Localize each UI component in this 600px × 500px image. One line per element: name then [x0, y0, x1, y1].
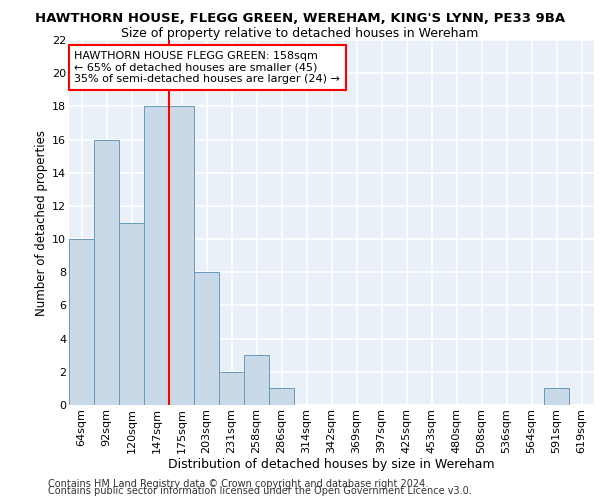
Text: Contains HM Land Registry data © Crown copyright and database right 2024.: Contains HM Land Registry data © Crown c… [48, 479, 428, 489]
Text: HAWTHORN HOUSE, FLEGG GREEN, WEREHAM, KING'S LYNN, PE33 9BA: HAWTHORN HOUSE, FLEGG GREEN, WEREHAM, KI… [35, 12, 565, 26]
X-axis label: Distribution of detached houses by size in Wereham: Distribution of detached houses by size … [168, 458, 495, 471]
Text: Contains public sector information licensed under the Open Government Licence v3: Contains public sector information licen… [48, 486, 472, 496]
Bar [244, 355, 269, 405]
Bar [94, 140, 119, 405]
Bar [69, 239, 94, 405]
Bar [119, 222, 144, 405]
Y-axis label: Number of detached properties: Number of detached properties [35, 130, 48, 316]
Bar [219, 372, 244, 405]
Bar [169, 106, 194, 405]
Bar [269, 388, 294, 405]
Bar [194, 272, 219, 405]
Bar [544, 388, 569, 405]
Bar [144, 106, 169, 405]
Text: HAWTHORN HOUSE FLEGG GREEN: 158sqm
← 65% of detached houses are smaller (45)
35%: HAWTHORN HOUSE FLEGG GREEN: 158sqm ← 65%… [74, 51, 340, 84]
Text: Size of property relative to detached houses in Wereham: Size of property relative to detached ho… [121, 28, 479, 40]
